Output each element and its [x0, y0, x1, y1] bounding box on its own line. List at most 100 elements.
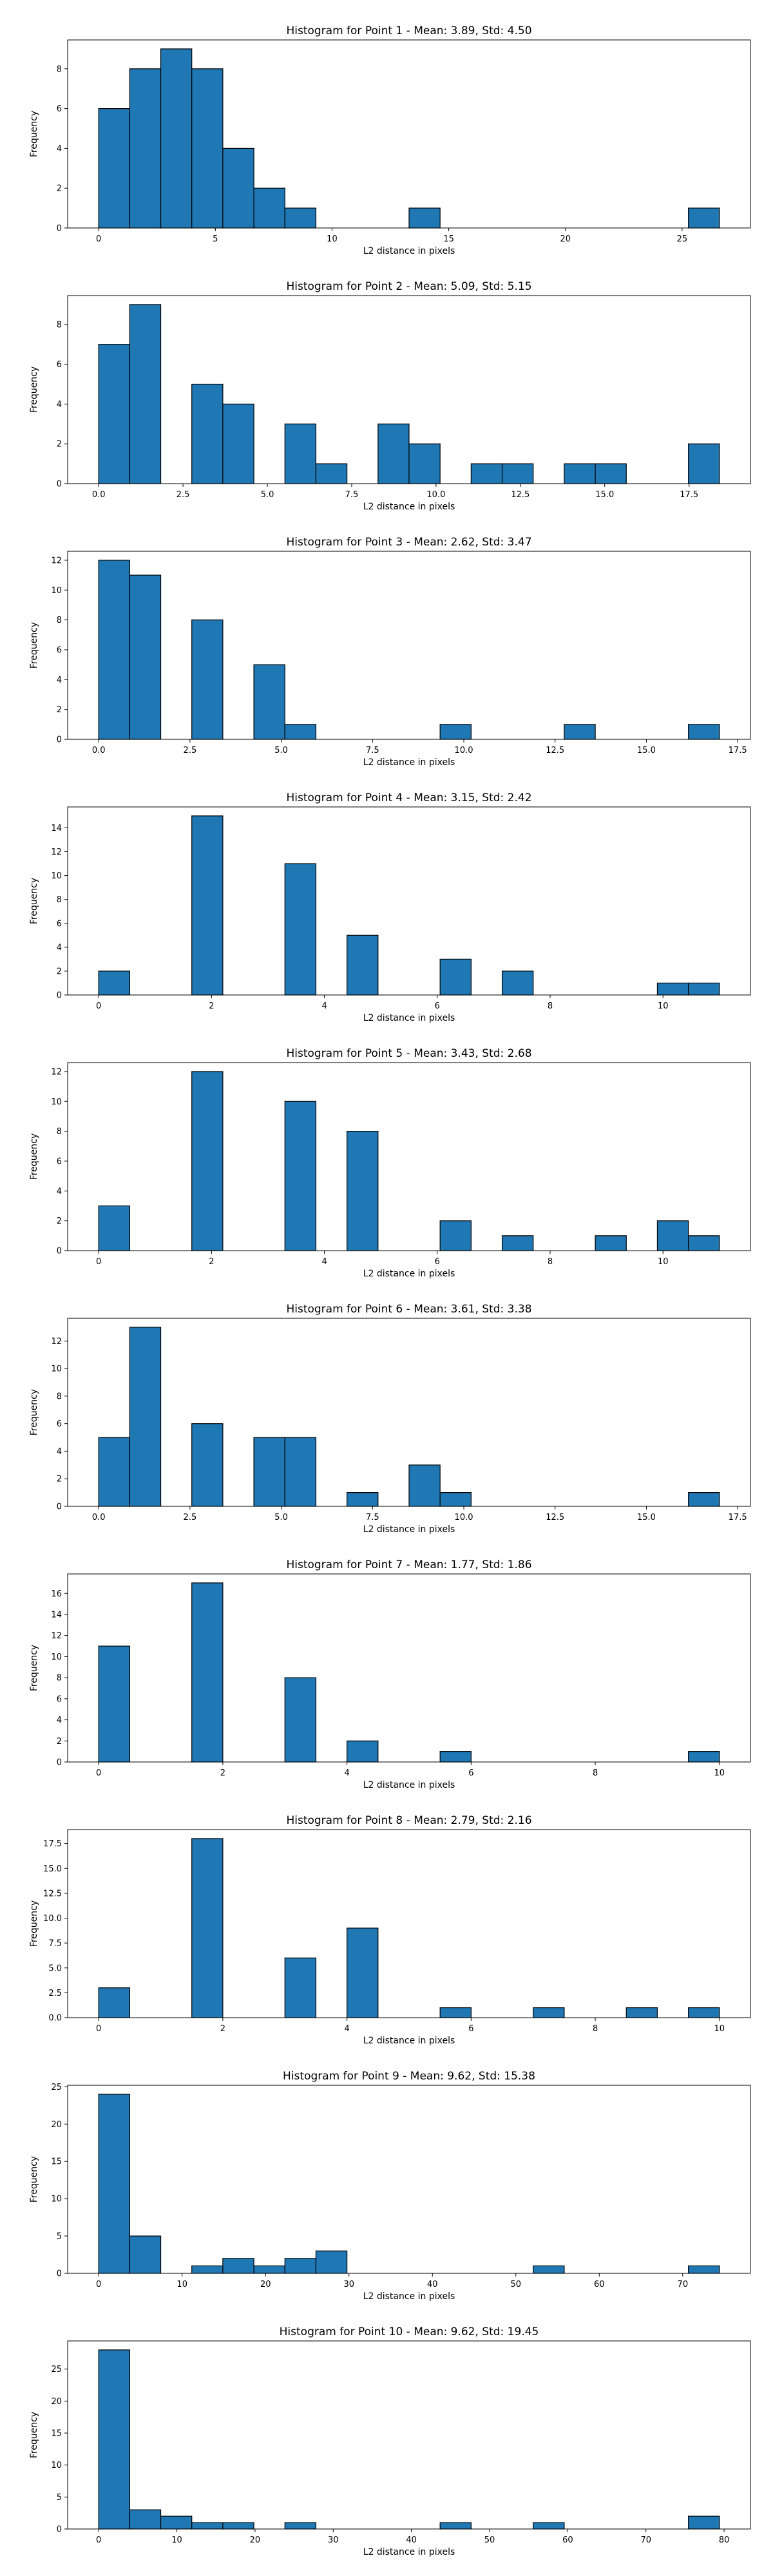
y-axis-label: Frequency	[29, 878, 39, 924]
x-tick-label: 10.0	[455, 1513, 473, 1522]
y-tick-label: 6	[57, 645, 62, 655]
y-tick-label: 6	[57, 1157, 62, 1166]
y-tick-label: 12	[51, 1337, 62, 1347]
x-tick-label: 30	[328, 2535, 339, 2545]
y-tick-label: 15.0	[43, 1864, 62, 1874]
x-tick-label: 0	[96, 1001, 101, 1011]
histogram-bar	[408, 443, 441, 484]
x-tick-label: 2.5	[184, 746, 197, 755]
histogram-bar	[688, 2515, 720, 2530]
x-tick-label: 10	[177, 2280, 187, 2289]
y-tick-label: 0	[57, 735, 62, 745]
x-tick-label: 0	[96, 1768, 101, 1778]
chart-title: Histogram for Point 1 - Mean: 3.89, Std:…	[286, 24, 531, 37]
histogram-bar	[191, 620, 224, 740]
x-axis-label: L2 distance in pixels	[363, 2547, 455, 2557]
x-axis-label: L2 distance in pixels	[363, 757, 455, 768]
x-tick-label: 70	[678, 2280, 689, 2289]
x-tick-label: 40	[406, 2535, 417, 2545]
histogram-bar	[315, 2250, 348, 2274]
y-tick-label: 5.0	[48, 1964, 62, 1973]
x-tick-label: 50	[484, 2535, 495, 2545]
histogram-bar	[533, 2522, 565, 2530]
histogram-bar	[160, 2515, 193, 2530]
histogram-bar	[129, 304, 162, 484]
histogram-bar	[439, 958, 472, 996]
x-tick-label: 0	[96, 2024, 101, 2034]
x-tick-label: 12.5	[546, 1513, 564, 1522]
x-tick-label: 4	[321, 1001, 327, 1011]
histogram-bar	[688, 1751, 720, 1763]
histogram-bar	[98, 1205, 130, 1251]
histogram-bar	[439, 724, 472, 740]
histogram-bar	[439, 1492, 472, 1507]
y-tick-label: 10	[51, 1653, 62, 1662]
y-tick-label: 10.0	[43, 1914, 62, 1924]
histogram-bar	[191, 1423, 224, 1507]
x-tick-label: 6	[435, 1257, 440, 1267]
chart-title: Histogram for Point 10 - Mean: 9.62, Std…	[280, 2325, 539, 2338]
x-tick-label: 17.5	[729, 1513, 747, 1522]
histogram-bar	[253, 664, 285, 740]
x-tick-label: 6	[435, 1001, 440, 1011]
histogram-bar	[129, 68, 162, 229]
x-tick-label: 10	[171, 2535, 182, 2545]
histogram-bar	[284, 863, 317, 996]
chart-title: Histogram for Point 7 - Mean: 1.77, Std:…	[286, 1558, 531, 1571]
chart-panel-6: 0.0 2.5 5.0 7.5 10.0 12.5 15.0 17.5 0 2 4 6 8 10 12 His…	[29, 1303, 751, 1535]
y-tick-label: 2	[57, 1737, 62, 1747]
chart-panel-8: 0 2 4 6 8 10 0.0 2.5 5.0 7.5 10.0 12.5 15.0 17.5 Histo…	[29, 1814, 751, 2046]
x-tick-label: 17.5	[680, 490, 698, 500]
y-tick-label: 15	[51, 2157, 62, 2167]
y-tick-label: 8	[57, 616, 62, 625]
y-tick-label: 2	[57, 184, 62, 194]
plot-frame	[67, 295, 751, 484]
histogram-bar	[222, 2522, 254, 2530]
y-tick-label: 10	[51, 871, 62, 881]
y-tick-label: 6	[57, 919, 62, 929]
x-tick-label: 8	[548, 1257, 553, 1267]
histogram-bar	[191, 68, 224, 229]
x-axis-label: L2 distance in pixels	[363, 1013, 455, 1023]
y-tick-label: 0	[57, 2525, 62, 2535]
y-tick-label: 12	[51, 1067, 62, 1077]
x-axis-label: L2 distance in pixels	[363, 246, 455, 256]
y-axis-label: Frequency	[29, 2412, 39, 2458]
histogram-bar	[439, 1751, 472, 1763]
y-axis-label: Frequency	[29, 622, 39, 668]
chart-panel-4: 0 2 4 6 8 10 0 2 4 6 8 10 12 14 Histogram for Point 4 …	[29, 791, 751, 1023]
y-axis-label: Frequency	[29, 111, 39, 157]
histogram-bar	[98, 2094, 130, 2274]
histogram-bar	[98, 108, 130, 229]
histogram-bar	[501, 463, 534, 484]
y-tick-label: 6	[57, 360, 62, 370]
x-tick-label: 8	[593, 2024, 598, 2034]
histogram-bar	[439, 2522, 472, 2530]
y-tick-label: 8	[57, 1127, 62, 1137]
histogram-bar	[222, 2258, 254, 2274]
y-axis-label: Frequency	[29, 1645, 39, 1691]
y-tick-label: 8	[57, 1674, 62, 1683]
plot-frame	[67, 1318, 751, 1507]
y-tick-label: 12	[51, 848, 62, 857]
histogram-bar	[191, 1838, 224, 2018]
y-tick-label: 14	[51, 824, 62, 833]
x-tick-label: 10	[658, 1257, 669, 1267]
histogram-bar	[595, 463, 627, 484]
histogram-bar	[564, 463, 596, 484]
chart-title: Histogram for Point 3 - Mean: 2.62, Std:…	[286, 536, 531, 549]
x-tick-label: 15.0	[637, 1513, 656, 1522]
histogram-bar	[656, 1220, 689, 1251]
histogram-bar	[284, 423, 317, 484]
y-tick-label: 2	[57, 705, 62, 715]
histogram-bar	[98, 1987, 130, 2018]
plot-frame	[67, 551, 751, 740]
x-tick-label: 70	[640, 2535, 651, 2545]
histogram-bar	[347, 1740, 379, 1763]
histogram-bar	[501, 971, 534, 996]
chart-panel-5: 0 2 4 6 8 10 0 2 4 6 8 10 12 Histogram for Point 5 - …	[29, 1047, 751, 1279]
y-tick-label: 17.5	[43, 1839, 62, 1849]
x-tick-label: 60	[562, 2535, 573, 2545]
y-tick-label: 0	[57, 991, 62, 1001]
x-tick-label: 10	[714, 2024, 725, 2034]
